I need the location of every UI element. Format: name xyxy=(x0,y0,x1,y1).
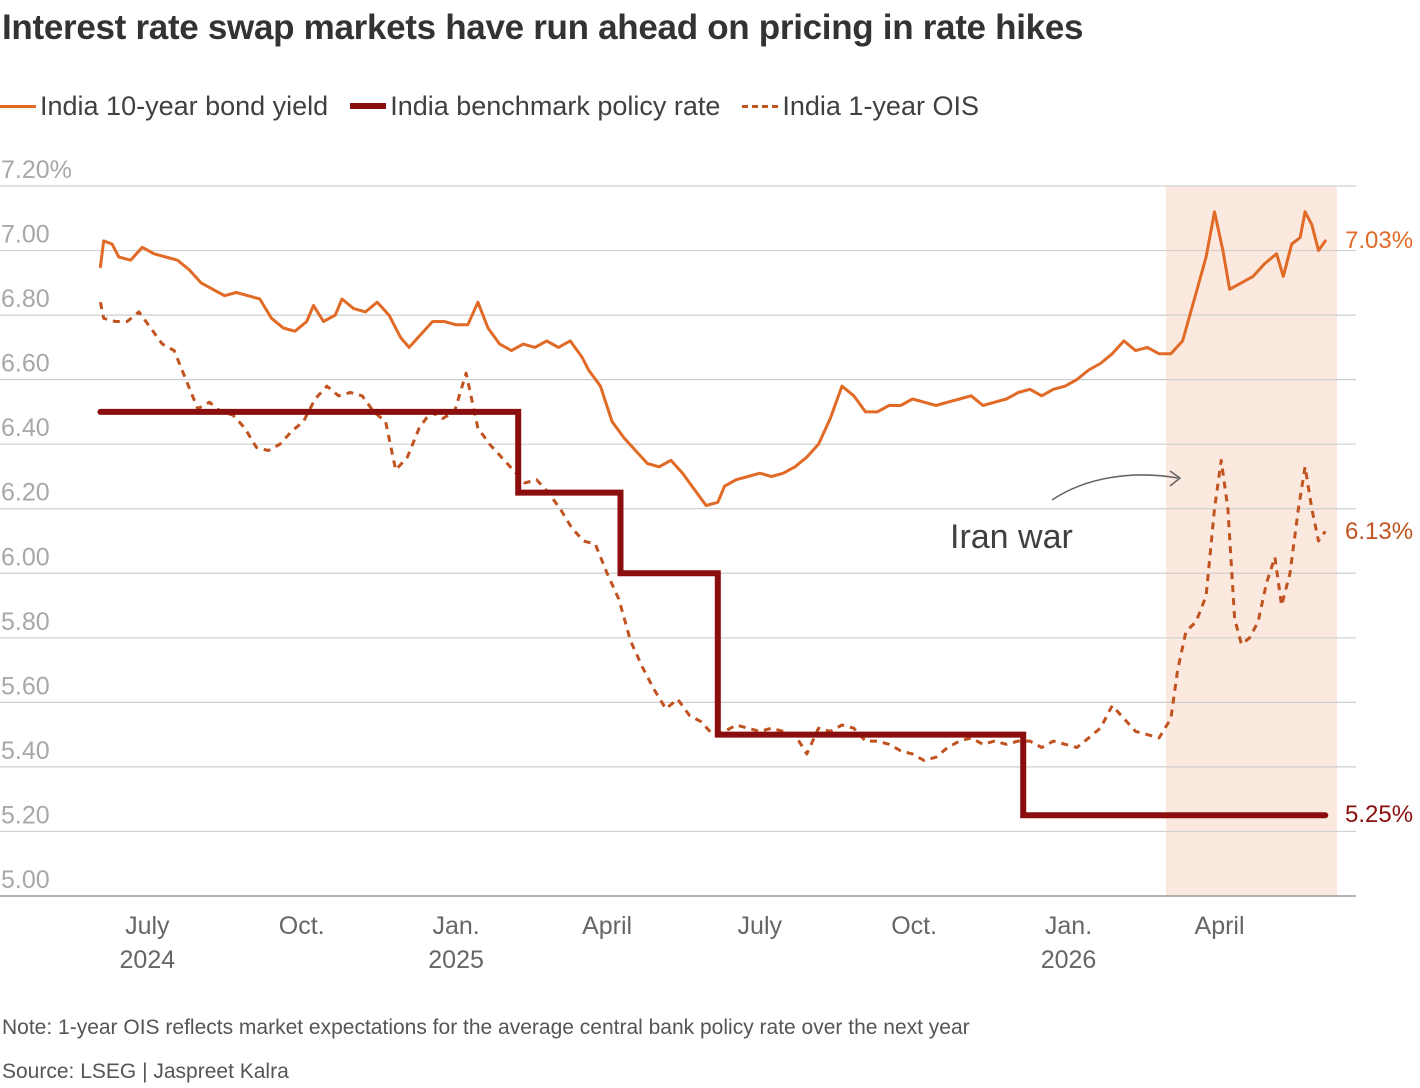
x-tick-year-label: 2026 xyxy=(1041,946,1097,974)
shaded-region xyxy=(1165,186,1337,896)
legend-swatch-bond xyxy=(0,104,36,108)
y-tick-label: 7.20% xyxy=(1,156,72,184)
legend-item-policy: India benchmark policy rate xyxy=(350,91,720,122)
y-tick-label: 5.40 xyxy=(1,737,50,765)
legend-swatch-policy xyxy=(350,103,387,109)
legend-label-ois: India 1-year OIS xyxy=(782,90,979,121)
end-label-ois: 6.13% xyxy=(1345,518,1413,545)
end-label-policy: 5.25% xyxy=(1345,801,1413,828)
y-tick-label: 6.20 xyxy=(1,479,50,507)
legend-item-bond: India 10-year bond yield xyxy=(0,91,328,122)
legend: India 10-year bond yield India benchmark… xyxy=(0,88,1001,124)
annotation-label: Iran war xyxy=(950,518,1073,556)
end-label-bond: 7.03% xyxy=(1345,227,1413,254)
x-tick-label: July xyxy=(738,912,783,940)
legend-item-ois: India 1-year OIS xyxy=(742,91,979,122)
line-chart: 7.20% 7.00 6.80 6.60 6.40 6.20 6.00 5.80 5.60 5.4… xyxy=(0,156,1413,974)
y-tick-label: 5.80 xyxy=(1,608,50,636)
y-tick-label: 7.00 xyxy=(1,221,50,249)
x-tick-label: Jan. xyxy=(432,912,479,940)
x-tick-year-label: 2024 xyxy=(120,946,176,974)
annotation-arrow xyxy=(1051,474,1179,501)
x-tick-label: Oct. xyxy=(279,912,325,940)
y-tick-label: 5.60 xyxy=(1,672,50,700)
legend-label-policy: India benchmark policy rate xyxy=(390,90,721,121)
x-tick-label: April xyxy=(1195,912,1245,940)
y-tick-label: 6.40 xyxy=(1,414,50,442)
x-tick-year-label: 2025 xyxy=(428,946,484,974)
series-line-policy xyxy=(97,408,1329,819)
y-tick-label: 5.00 xyxy=(1,866,50,894)
chart-title: Interest rate swap markets have run ahea… xyxy=(2,8,1084,47)
x-tick-label: Jan. xyxy=(1045,912,1092,940)
legend-swatch-ois xyxy=(742,104,779,108)
x-tick-label: July xyxy=(125,912,170,940)
x-tick-label: Oct. xyxy=(891,912,937,940)
chart-note: Note: 1-year OIS reflects market expecta… xyxy=(2,1016,970,1039)
y-tick-label: 6.00 xyxy=(1,543,50,571)
y-tick-label: 6.60 xyxy=(1,350,50,378)
legend-label-bond: India 10-year bond yield xyxy=(40,90,329,121)
series-line-ois xyxy=(98,301,1327,762)
x-tick-label: April xyxy=(582,912,632,940)
chart-source: Source: LSEG | Jaspreet Kalra xyxy=(2,1060,289,1083)
y-tick-label: 6.80 xyxy=(1,285,50,313)
annotation-arrowhead xyxy=(1169,470,1181,487)
series-line-bond xyxy=(98,210,1327,507)
y-tick-label: 5.20 xyxy=(1,801,50,829)
